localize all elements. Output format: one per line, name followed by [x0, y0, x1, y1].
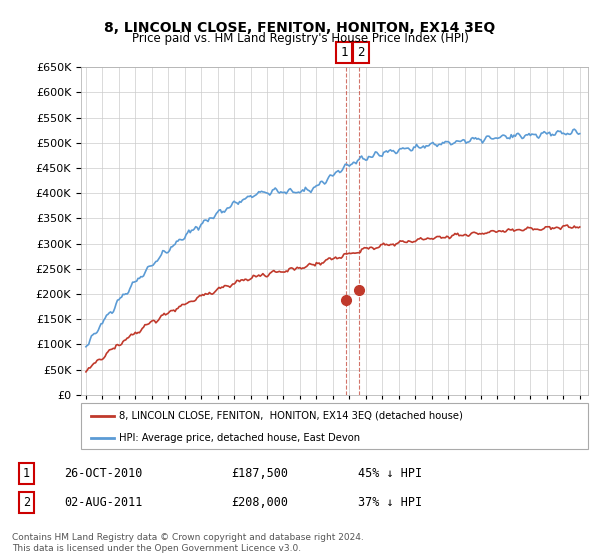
Text: 2: 2 [23, 496, 30, 509]
Text: £187,500: £187,500 [231, 467, 288, 480]
Text: 8, LINCOLN CLOSE, FENITON,  HONITON, EX14 3EQ (detached house): 8, LINCOLN CLOSE, FENITON, HONITON, EX14… [119, 410, 463, 421]
Text: 45% ↓ HPI: 45% ↓ HPI [358, 467, 422, 480]
Text: 1: 1 [23, 467, 30, 480]
Text: £208,000: £208,000 [231, 496, 288, 509]
Text: 26-OCT-2010: 26-OCT-2010 [64, 467, 142, 480]
FancyBboxPatch shape [81, 403, 588, 449]
Text: 8, LINCOLN CLOSE, FENITON, HONITON, EX14 3EQ: 8, LINCOLN CLOSE, FENITON, HONITON, EX14… [104, 21, 496, 35]
Text: 2: 2 [358, 46, 365, 59]
Text: HPI: Average price, detached house, East Devon: HPI: Average price, detached house, East… [119, 433, 360, 442]
Text: 1: 1 [340, 46, 347, 59]
Text: 02-AUG-2011: 02-AUG-2011 [64, 496, 142, 509]
Text: 37% ↓ HPI: 37% ↓ HPI [358, 496, 422, 509]
Text: Contains HM Land Registry data © Crown copyright and database right 2024.
This d: Contains HM Land Registry data © Crown c… [12, 533, 364, 553]
Text: Price paid vs. HM Land Registry's House Price Index (HPI): Price paid vs. HM Land Registry's House … [131, 32, 469, 45]
